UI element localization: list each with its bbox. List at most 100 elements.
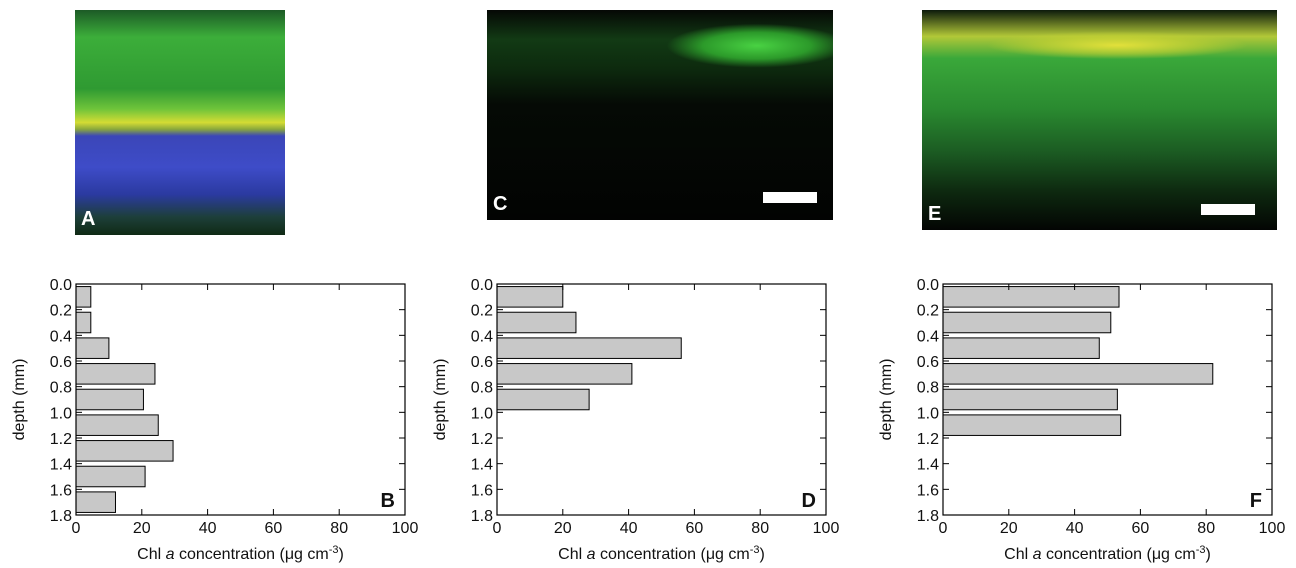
y-tick-label: 0.0 <box>471 277 493 294</box>
y-axis-label: depth (mm) <box>432 359 449 441</box>
x-tick-label: 40 <box>620 520 638 537</box>
y-axis-label: depth (mm) <box>11 359 28 441</box>
x-axis-label-part: Chl <box>558 546 586 563</box>
y-axis-label: depth (mm) <box>878 359 895 441</box>
y-tick-label: 0.8 <box>917 380 939 397</box>
y-tick-label: 0.2 <box>50 303 72 320</box>
y-tick-label: 0.2 <box>917 303 939 320</box>
y-tick-label: 0.0 <box>50 277 72 294</box>
y-tick-label: 1.0 <box>471 405 493 422</box>
panel-label: F <box>1250 490 1262 512</box>
y-tick-label: 1.2 <box>50 431 72 448</box>
y-tick-label: 0.6 <box>50 354 72 371</box>
x-tick-label: 0 <box>72 520 81 537</box>
x-axis-label: Chl a concentration (μg cm-3) <box>137 544 344 563</box>
y-tick-label: 1.8 <box>50 508 72 525</box>
micrograph: E <box>922 10 1277 230</box>
x-axis-label-part: Chl <box>137 546 165 563</box>
y-tick-label: 1.2 <box>917 431 939 448</box>
x-tick-label: 60 <box>265 520 283 537</box>
panel-label: A <box>81 208 96 230</box>
scale-bar <box>1201 204 1255 215</box>
y-tick-label: 1.6 <box>917 482 939 499</box>
x-tick-label: 80 <box>751 520 769 537</box>
x-tick-label: 40 <box>1066 520 1084 537</box>
x-axis-label-part: ) <box>1205 546 1210 563</box>
x-tick-label: 100 <box>1259 520 1286 537</box>
x-tick-label: 20 <box>1000 520 1018 537</box>
y-tick-label: 0.8 <box>471 380 493 397</box>
panel-label: C <box>493 193 508 215</box>
x-axis-label-part: concentration (μg cm <box>596 546 750 563</box>
x-axis-label-part: concentration (μg cm <box>1042 546 1196 563</box>
x-tick-label: 60 <box>686 520 704 537</box>
x-axis-label: Chl a concentration (μg cm-3) <box>1004 544 1211 563</box>
y-tick-label: 1.4 <box>917 457 939 474</box>
x-axis-label-part: a <box>1033 546 1042 563</box>
x-axis-label-part: Chl <box>1004 546 1032 563</box>
bar <box>942 414 1122 436</box>
x-tick-label: 100 <box>813 520 840 537</box>
bar <box>75 286 92 308</box>
y-tick-label: 0.4 <box>50 328 72 345</box>
panel-label: E <box>928 203 942 225</box>
x-axis-label-part: ) <box>759 546 764 563</box>
x-tick-label: 100 <box>392 520 419 537</box>
x-axis-label-part: ) <box>338 546 343 563</box>
bar <box>75 414 159 436</box>
bar <box>75 363 156 385</box>
y-tick-label: 1.4 <box>471 457 493 474</box>
panel-label: D <box>802 490 816 512</box>
plot-frame <box>496 283 827 516</box>
y-tick-label: 0.6 <box>917 354 939 371</box>
plot-frame <box>942 283 1273 516</box>
y-tick-label: 0.0 <box>917 277 939 294</box>
x-tick-label: 20 <box>554 520 572 537</box>
x-tick-label: 40 <box>199 520 217 537</box>
micrograph: A <box>75 10 285 235</box>
y-tick-label: 1.4 <box>50 457 72 474</box>
x-tick-label: 80 <box>1197 520 1215 537</box>
x-axis-label-part: a <box>166 546 175 563</box>
bar <box>496 311 577 334</box>
bar <box>75 440 174 462</box>
y-tick-label: 1.6 <box>471 482 493 499</box>
plot-frame <box>75 283 406 516</box>
y-tick-label: 0.4 <box>471 328 493 345</box>
bar <box>942 286 1120 308</box>
bar <box>496 337 682 359</box>
x-tick-label: 60 <box>1132 520 1150 537</box>
bar <box>496 388 590 411</box>
bar <box>75 337 110 359</box>
bar <box>75 311 92 334</box>
bar <box>75 388 144 411</box>
bar <box>942 337 1100 359</box>
bar <box>942 311 1112 334</box>
x-tick-label: 0 <box>939 520 948 537</box>
y-tick-label: 1.6 <box>50 482 72 499</box>
x-axis-label: Chl a concentration (μg cm-3) <box>558 544 765 563</box>
x-axis-label-part: -3 <box>329 544 339 556</box>
y-tick-label: 0.6 <box>471 354 493 371</box>
bar <box>496 286 564 308</box>
bar <box>942 388 1118 411</box>
x-axis-label-part: concentration (μg cm <box>175 546 329 563</box>
x-axis-label-part: a <box>587 546 596 563</box>
x-tick-label: 20 <box>133 520 151 537</box>
y-tick-label: 1.0 <box>50 405 72 422</box>
x-tick-label: 0 <box>493 520 502 537</box>
bar <box>75 491 116 513</box>
x-tick-label: 80 <box>330 520 348 537</box>
y-tick-label: 1.0 <box>917 405 939 422</box>
x-axis-label-part: -3 <box>1196 544 1206 556</box>
y-tick-label: 0.8 <box>50 380 72 397</box>
micrograph: C <box>487 10 833 220</box>
y-tick-label: 1.2 <box>471 431 493 448</box>
bar <box>496 363 633 385</box>
panel-label: B <box>381 490 395 512</box>
y-tick-label: 1.8 <box>471 508 493 525</box>
y-tick-label: 0.2 <box>471 303 493 320</box>
bar <box>75 465 146 488</box>
